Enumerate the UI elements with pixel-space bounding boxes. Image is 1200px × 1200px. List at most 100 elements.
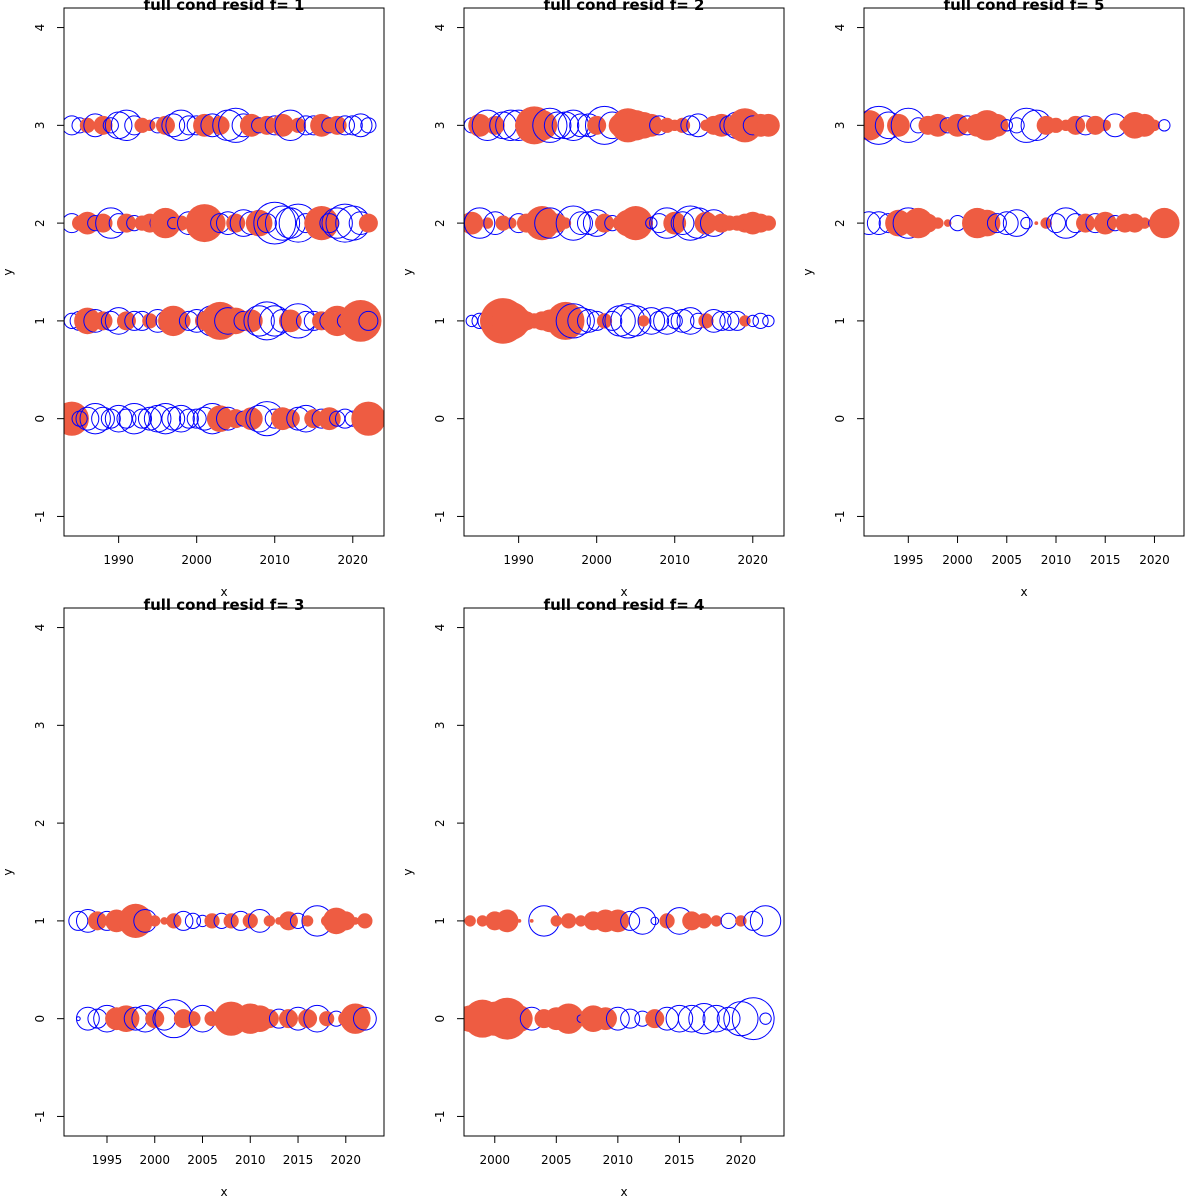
negative-residual-point xyxy=(746,314,759,328)
negative-residual-point xyxy=(1158,119,1171,132)
y-tick-label: 0 xyxy=(33,1015,47,1023)
panel-title: full cond resid f= 1 xyxy=(144,0,305,14)
negative-residual-point xyxy=(602,310,623,331)
negative-residual-point xyxy=(653,307,681,335)
panel-5: 2000 2005 2010 2015 2020 -1 0 1 2 3 4 x y full cond r… xyxy=(401,596,785,1199)
panel-1: 1990 2000 2010 2020 -1 0 1 2 3 4 x y full cond resid… xyxy=(1,0,385,599)
x-tick-label: 2005 xyxy=(541,1153,572,1167)
y-axis-label: y xyxy=(401,268,415,275)
positive-residual-point xyxy=(760,215,776,231)
negative-residual-point xyxy=(723,1001,759,1037)
x-tick-label: 2000 xyxy=(139,1153,170,1167)
positive-residual-point xyxy=(1034,221,1039,226)
positive-residual-point xyxy=(698,313,714,329)
negative-residual-point xyxy=(666,312,683,329)
positive-residual-point xyxy=(694,211,718,235)
x-tick-label: 2000 xyxy=(942,553,973,567)
points-group xyxy=(864,105,1180,239)
y-tick-label: 4 xyxy=(33,24,47,32)
points-group xyxy=(464,105,780,344)
positive-residual-point xyxy=(357,913,373,929)
positive-residual-point xyxy=(150,207,181,239)
y-tick-label: -1 xyxy=(433,510,447,522)
x-axis-label: x xyxy=(220,585,227,599)
points-group xyxy=(64,107,384,437)
x-tick-label: 2020 xyxy=(1139,553,1170,567)
positive-residual-point xyxy=(1148,119,1161,132)
x-tick-label: 2005 xyxy=(187,1153,218,1167)
y-tick-label: -1 xyxy=(833,510,847,522)
plot-frame xyxy=(463,7,785,537)
negative-residual-point xyxy=(986,213,1007,234)
negative-residual-point xyxy=(719,310,740,331)
positive-residual-point xyxy=(639,113,663,137)
negative-residual-point xyxy=(132,408,153,429)
negative-residual-point xyxy=(637,307,666,335)
panel-4: 1995 2000 2005 2010 2015 2020 -1 0 1 2 3 4 x y full co… xyxy=(1,596,385,1199)
plot-frame xyxy=(463,607,785,1137)
positive-residual-point xyxy=(524,206,560,241)
y-tick-label: 4 xyxy=(433,24,447,32)
y-axis-label: y xyxy=(1,268,15,275)
positive-residual-point xyxy=(301,915,314,927)
positive-residual-point xyxy=(118,903,153,938)
panel-title: full cond resid f= 4 xyxy=(544,596,705,614)
positive-residual-point xyxy=(464,211,484,235)
positive-residual-point xyxy=(304,409,324,429)
negative-residual-point xyxy=(716,1006,741,1031)
positive-residual-point xyxy=(257,115,277,135)
negative-residual-point xyxy=(650,916,660,926)
negative-residual-point xyxy=(1002,209,1031,237)
negative-residual-point xyxy=(184,912,202,929)
y-tick-label: -1 xyxy=(33,510,47,522)
positive-residual-point xyxy=(278,1009,298,1029)
x-axis-label: x xyxy=(620,585,627,599)
positive-residual-point xyxy=(546,301,585,340)
y-tick-label: 4 xyxy=(433,624,447,632)
negative-residual-point xyxy=(665,1004,694,1033)
x-tick-label: 2005 xyxy=(991,553,1022,567)
negative-residual-point xyxy=(243,305,275,337)
positive-residual-point xyxy=(645,1009,665,1029)
negative-residual-point xyxy=(749,905,782,937)
x-tick-label: 1995 xyxy=(92,1153,123,1167)
negative-residual-point xyxy=(543,111,572,140)
positive-residual-point xyxy=(278,911,298,931)
positive-residual-point xyxy=(1093,211,1117,235)
positive-residual-point xyxy=(926,113,950,137)
positive-residual-point xyxy=(464,915,476,927)
positive-residual-point xyxy=(142,313,158,329)
y-axis-label: y xyxy=(401,868,415,875)
y-tick-label: 2 xyxy=(33,819,47,827)
y-tick-label: 3 xyxy=(433,722,447,730)
positive-residual-point xyxy=(340,1003,371,1034)
y-tick-label: 3 xyxy=(33,122,47,130)
x-tick-label: 2000 xyxy=(479,1153,510,1167)
negative-residual-point xyxy=(555,303,591,339)
negative-residual-point xyxy=(555,205,591,241)
positive-residual-point xyxy=(710,915,723,927)
negative-residual-point xyxy=(253,201,297,245)
y-tick-label: 2 xyxy=(433,819,447,827)
negative-residual-point xyxy=(68,910,89,931)
positive-residual-point xyxy=(505,217,517,229)
plot-frame xyxy=(63,7,385,537)
positive-residual-point xyxy=(985,113,1009,137)
positive-residual-point xyxy=(290,117,306,133)
positive-residual-point xyxy=(93,311,113,331)
negative-residual-point xyxy=(358,310,379,331)
negative-residual-point xyxy=(75,406,100,431)
negative-residual-point xyxy=(319,213,340,234)
positive-residual-point xyxy=(550,915,563,927)
x-tick-label: 2015 xyxy=(664,1153,695,1167)
positive-residual-point xyxy=(526,110,558,141)
y-tick-label: -1 xyxy=(33,1110,47,1122)
negative-residual-point xyxy=(116,408,137,429)
panel-title: full cond resid f= 2 xyxy=(544,0,705,14)
negative-residual-point xyxy=(186,408,207,429)
negative-residual-point xyxy=(670,211,695,236)
positive-residual-point xyxy=(93,213,113,233)
x-tick-label: 2010 xyxy=(259,553,290,567)
positive-residual-point xyxy=(206,405,234,432)
